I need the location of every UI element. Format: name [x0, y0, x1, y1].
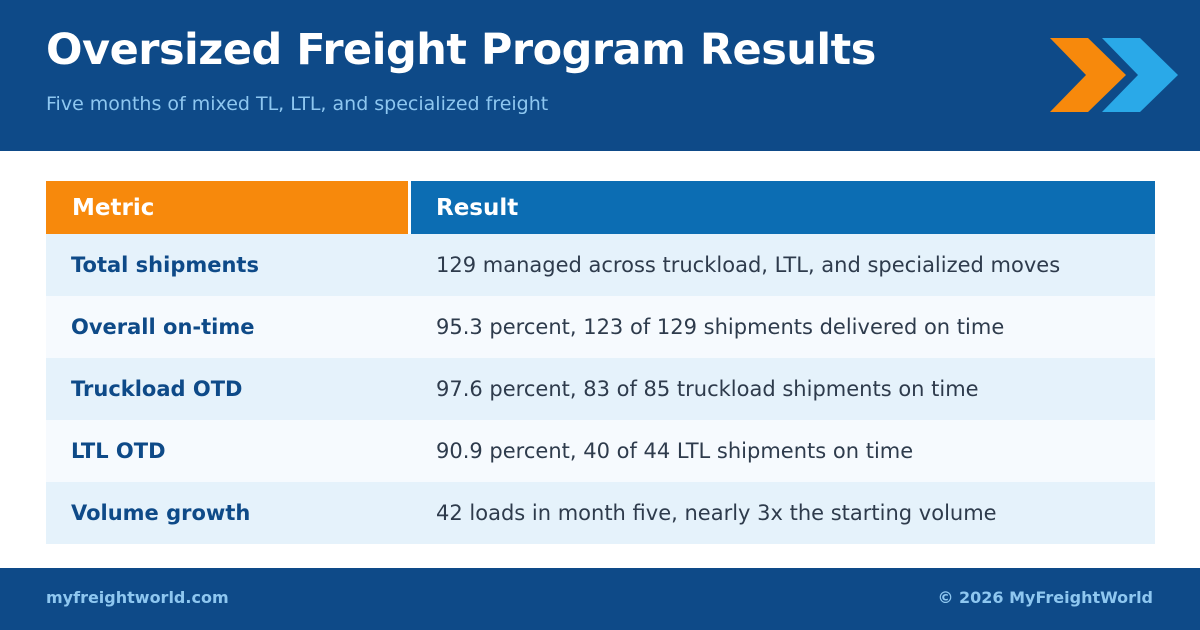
- footer-bar: myfreightworld.com © 2026 MyFreightWorld: [0, 568, 1200, 630]
- table-row: Truckload OTD 97.6 percent, 83 of 85 tru…: [46, 358, 1155, 420]
- chevron-light-blue: [1102, 38, 1178, 112]
- table-row: LTL OTD 90.9 percent, 40 of 44 LTL shipm…: [46, 420, 1155, 482]
- copyright-text: © 2026 MyFreightWorld: [937, 588, 1153, 607]
- result-cell: 90.9 percent, 40 of 44 LTL shipments on …: [436, 439, 914, 463]
- metric-cell: Total shipments: [71, 253, 259, 277]
- page-subtitle: Five months of mixed TL, LTL, and specia…: [46, 93, 549, 115]
- website-link[interactable]: myfreightworld.com: [46, 588, 229, 607]
- metric-cell: Volume growth: [71, 501, 251, 525]
- column-header-metric: Metric: [46, 181, 408, 234]
- page-title: Oversized Freight Program Results: [46, 25, 876, 75]
- result-cell: 42 loads in month five, nearly 3x the st…: [436, 501, 997, 525]
- column-divider: [408, 181, 411, 234]
- metric-cell: LTL OTD: [71, 439, 166, 463]
- results-table: Metric Result Total shipments 129 manage…: [46, 181, 1155, 544]
- chevron-orange: [1050, 38, 1126, 112]
- result-cell: 95.3 percent, 123 of 129 shipments deliv…: [436, 315, 1005, 339]
- metric-cell: Overall on-time: [71, 315, 255, 339]
- result-cell: 97.6 percent, 83 of 85 truckload shipmen…: [436, 377, 979, 401]
- column-header-result: Result: [411, 181, 1155, 234]
- double-chevron-right-icon: [1050, 38, 1178, 112]
- header-banner: Oversized Freight Program Results Five m…: [0, 0, 1200, 151]
- result-cell: 129 managed across truckload, LTL, and s…: [436, 253, 1061, 277]
- metric-cell: Truckload OTD: [71, 377, 243, 401]
- table-row: Overall on-time 95.3 percent, 123 of 129…: [46, 296, 1155, 358]
- table-row: Volume growth 42 loads in month five, ne…: [46, 482, 1155, 544]
- table-row: Total shipments 129 managed across truck…: [46, 234, 1155, 296]
- table-header-row: Metric Result: [46, 181, 1155, 234]
